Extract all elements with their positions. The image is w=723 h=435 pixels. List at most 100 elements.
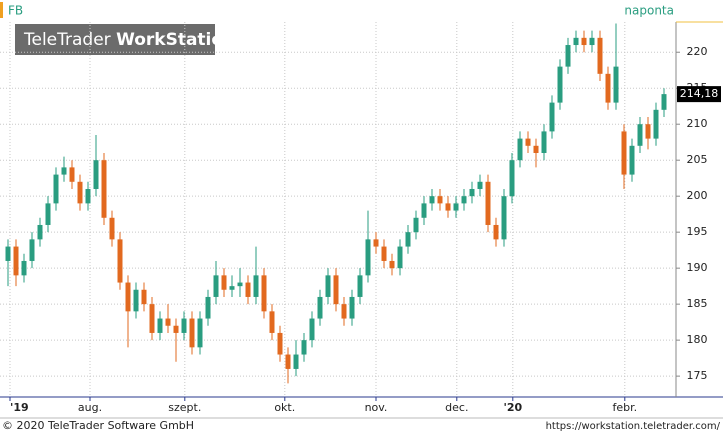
candle-body <box>189 318 195 348</box>
candle-body <box>181 318 187 333</box>
candle-body <box>157 318 163 333</box>
candle-body <box>469 188 475 197</box>
x-tick-label: aug. <box>78 401 102 414</box>
candle-body <box>37 224 43 240</box>
candle-body <box>389 260 395 269</box>
x-tick-label: febr. <box>612 401 637 414</box>
candle-body <box>573 37 579 46</box>
candle-body <box>77 181 83 204</box>
candle-body <box>293 354 299 369</box>
candle-body <box>541 131 547 153</box>
candle-body <box>253 275 259 297</box>
candle-body <box>477 181 483 189</box>
candle-body <box>501 196 507 240</box>
candle-body <box>661 94 667 110</box>
url: https://workstation.teletrader.com/ <box>546 421 721 432</box>
candle-body <box>429 196 435 204</box>
candle-body <box>141 289 147 305</box>
candle-body <box>365 239 371 276</box>
copyright: © 2020 TeleTrader Software GmbH <box>2 419 194 432</box>
candle-body <box>213 275 219 297</box>
candle-body <box>557 66 563 103</box>
candle-body <box>173 325 179 333</box>
candle-body <box>149 304 155 333</box>
candle-body <box>405 232 411 247</box>
candle-body <box>269 311 275 333</box>
y-tick-label: 190 <box>687 261 708 274</box>
y-tick-label: 220 <box>687 45 708 58</box>
x-tick-label: '20 <box>503 401 522 414</box>
y-tick-label: 185 <box>687 297 708 310</box>
candle-body <box>5 246 11 261</box>
candle-body <box>357 275 363 297</box>
x-tick-label: dec. <box>445 401 468 414</box>
candle-body <box>525 138 531 146</box>
candle-body <box>45 203 51 225</box>
y-tick-label: 175 <box>687 369 708 382</box>
candle-body <box>589 37 595 46</box>
candle-body <box>605 73 611 103</box>
last-price-label: 214,18 <box>680 87 719 100</box>
candle-body <box>485 181 491 225</box>
candle-body <box>237 282 243 287</box>
candle-body <box>29 239 35 261</box>
candle-body <box>421 203 427 218</box>
candle-body <box>117 239 123 283</box>
candle-body <box>461 196 467 204</box>
candle-body <box>309 318 315 341</box>
candle-body <box>549 102 555 132</box>
symbol: FB <box>8 4 23 18</box>
candle-body <box>509 160 515 197</box>
candle-body <box>341 304 347 319</box>
candle-body <box>581 37 587 46</box>
candle-body <box>53 174 59 204</box>
candle-body <box>229 286 235 290</box>
candle-body <box>645 124 651 139</box>
candle-body <box>333 275 339 305</box>
candle-body <box>621 131 627 175</box>
candle-body <box>301 340 307 355</box>
candle-body <box>93 160 99 189</box>
candle-body <box>101 160 107 218</box>
x-tick-label: szept. <box>168 401 201 414</box>
candle-body <box>13 246 19 276</box>
candle-body <box>517 138 523 161</box>
candle-body <box>325 275 331 297</box>
candle-body <box>381 246 387 261</box>
watermark-brand: TeleTrader <box>23 30 111 50</box>
candle-body <box>221 275 227 290</box>
candle-body <box>69 167 75 182</box>
y-tick-label: 200 <box>687 189 708 202</box>
y-tick-label: 195 <box>687 225 708 238</box>
candle-body <box>629 145 635 175</box>
candle-body <box>613 66 619 103</box>
watermark-box <box>15 24 215 55</box>
x-tick-label: '19 <box>10 401 29 414</box>
candle-body <box>245 282 251 297</box>
candle-body <box>205 296 211 319</box>
candle-body <box>21 260 27 276</box>
symbol-marker <box>0 2 3 18</box>
x-tick-label: okt. <box>274 401 295 414</box>
y-tick-label: 180 <box>687 333 708 346</box>
candle-body <box>533 145 539 153</box>
candle-body <box>437 196 443 204</box>
candle-body <box>317 296 323 319</box>
candle-body <box>653 109 659 139</box>
last-price-box <box>677 86 721 103</box>
candle-body <box>453 203 459 211</box>
candle-body <box>445 203 451 211</box>
y-tick-label: 205 <box>687 153 708 166</box>
x-tick-label: nov. <box>365 401 388 414</box>
interval: naponta <box>624 4 674 18</box>
candle-body <box>285 354 291 369</box>
candle-body <box>125 282 131 312</box>
candle-body <box>397 246 403 269</box>
watermark-product: WorkStation <box>116 30 235 50</box>
candle-body <box>493 224 499 240</box>
candle-body <box>277 332 283 355</box>
candle-body <box>597 37 603 74</box>
candle-body <box>197 318 203 348</box>
